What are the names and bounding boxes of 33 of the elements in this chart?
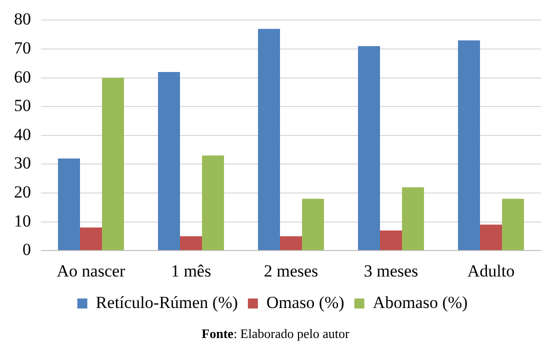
y-tick-label: 20 <box>14 182 31 202</box>
bar <box>180 236 202 250</box>
y-tick-label: 10 <box>14 211 31 230</box>
y-tick-label: 0 <box>22 240 31 260</box>
bar <box>258 28 280 250</box>
x-tick-label: 2 meses <box>264 261 318 280</box>
bar <box>302 198 324 250</box>
legend-label: Omaso (%) <box>266 292 344 312</box>
bar <box>202 156 224 250</box>
legend-label: Retículo-Rúmen (%) <box>96 292 238 312</box>
bar <box>358 46 380 250</box>
y-tick-label: 60 <box>14 67 31 86</box>
x-tick-label: 3 meses <box>364 261 418 280</box>
x-tick-label: Ao nascer <box>56 261 126 280</box>
x-tick-label: Adulto <box>467 261 515 280</box>
bar <box>158 72 180 250</box>
bar <box>380 230 402 250</box>
bar <box>280 236 302 250</box>
bar <box>102 78 124 250</box>
y-tick-label: 70 <box>14 38 31 58</box>
source-note: Fonte: Elaborado pelo autor <box>200 326 350 342</box>
legend-label: Abomaso (%) <box>372 292 468 312</box>
bar <box>458 40 480 250</box>
y-tick-label: 30 <box>14 154 31 173</box>
bar <box>502 198 524 250</box>
bar <box>480 224 502 250</box>
y-tick-label: 50 <box>14 96 31 116</box>
x-tick-label: 1 mês <box>170 261 212 280</box>
bar <box>58 158 80 250</box>
y-tick-label: 40 <box>14 124 31 144</box>
bar <box>80 228 102 250</box>
y-tick-label: 80 <box>14 10 31 29</box>
bar <box>402 187 424 250</box>
